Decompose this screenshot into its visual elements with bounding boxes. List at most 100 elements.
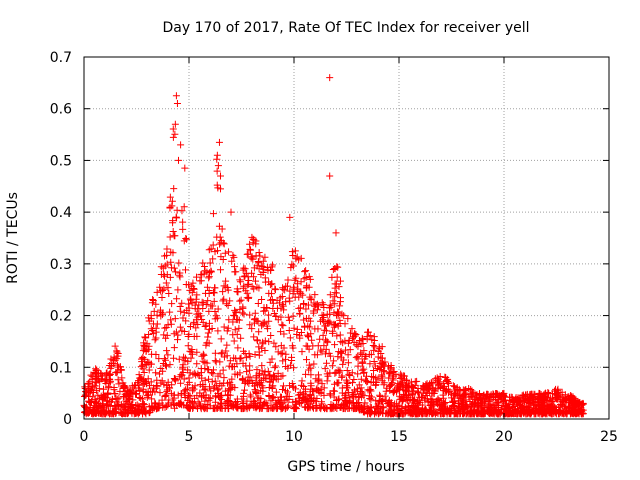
data-point [435,380,443,388]
data-point [152,324,160,332]
data-point [240,310,248,318]
data-point [386,370,394,378]
x-tick-label: 20 [495,429,513,445]
data-point [201,397,209,405]
data-point [459,386,467,394]
data-point [371,362,379,370]
data-point [151,399,159,407]
data-point [450,390,458,398]
data-point [217,253,225,261]
data-point [293,331,301,339]
data-point [109,407,117,415]
data-point [434,385,442,393]
data-point [314,378,322,386]
data-point [173,206,181,214]
data-point [135,393,143,401]
data-point [433,374,441,382]
data-point [286,297,294,305]
data-point [197,365,205,373]
data-point [297,278,305,286]
data-point [295,304,303,312]
data-point [278,386,286,394]
data-point [204,297,212,305]
data-point [110,384,118,392]
data-point [299,291,307,299]
data-point [318,400,326,408]
data-point [370,346,378,354]
data-point [344,315,352,323]
data-point [182,235,190,243]
data-point [546,409,554,417]
y-tick-label: 0.1 [50,360,72,376]
data-point [161,392,169,400]
data-point [179,368,187,376]
data-point [151,336,159,344]
data-point [521,403,529,411]
data-point [410,387,418,395]
data-point [213,151,221,159]
data-point [357,375,365,383]
data-point [479,409,487,417]
data-point [360,392,368,400]
data-point [310,387,318,395]
data-point [326,74,334,82]
data-point [118,410,126,418]
data-point [246,311,254,319]
data-point [271,285,279,293]
data-point [495,409,503,417]
data-point [217,266,225,274]
data-point [110,353,118,361]
data-point [180,203,188,211]
data-point [399,410,407,418]
data-point [145,317,153,325]
data-point [320,311,328,319]
data-point [113,347,121,355]
data-point [239,399,247,407]
data-point [156,389,164,397]
data-point [157,263,165,271]
data-point [177,307,185,315]
data-point [198,352,206,360]
data-point [346,329,354,337]
data-point [538,409,546,417]
data-point [165,289,173,297]
data-point [379,360,387,368]
data-point [329,387,337,395]
data-point [162,334,170,342]
data-point [279,382,287,390]
data-point [541,390,549,398]
data-point [253,381,261,389]
data-point [507,393,515,401]
data-point [163,402,171,410]
plot-frame [83,56,610,420]
data-point [265,393,273,401]
data-point [106,402,114,410]
axis-ticks: 0 5 10 15 20 25 0 0.1 0.2 0.3 0.4 0.5 0.6 0.7 [50,50,618,445]
data-point [341,320,349,328]
data-point [184,392,192,400]
data-point [248,325,256,333]
data-point [304,301,312,309]
data-point [268,375,276,383]
data-point [244,281,252,289]
data-point [226,357,234,365]
data-point [222,347,230,355]
data-point [268,296,276,304]
data-point [271,403,279,411]
data-point [178,299,186,307]
y-axis-label: ROTI / TECUs [5,192,21,284]
data-point [478,394,486,402]
data-point [249,397,257,405]
data-point [399,382,407,390]
data-point [296,309,304,317]
data-point [169,217,177,225]
data-point [387,410,395,418]
data-point [344,359,352,367]
data-point [338,310,346,318]
data-point [196,277,204,285]
data-point [303,356,311,364]
data-point [89,410,97,418]
data-point [163,382,171,390]
data-point [187,348,195,356]
